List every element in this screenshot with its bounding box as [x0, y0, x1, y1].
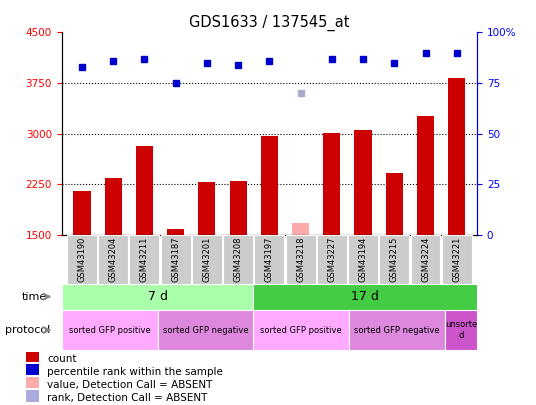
Bar: [73, 191, 91, 235]
Bar: [445, 310, 477, 350]
Bar: [26, 390, 40, 402]
Text: value, Detection Call = ABSENT: value, Detection Call = ABSENT: [47, 380, 213, 390]
Bar: [229, 181, 247, 235]
Bar: [379, 235, 410, 284]
Text: unsorte
d: unsorte d: [445, 320, 477, 340]
Bar: [129, 235, 159, 284]
Text: GSM43227: GSM43227: [327, 237, 336, 282]
Text: GSM43218: GSM43218: [296, 237, 305, 282]
Bar: [354, 130, 371, 235]
Bar: [167, 229, 184, 235]
Text: GSM43215: GSM43215: [390, 237, 399, 282]
Text: GSM43224: GSM43224: [421, 237, 430, 282]
Bar: [255, 235, 284, 284]
Bar: [26, 377, 40, 388]
Bar: [254, 284, 477, 310]
Text: GSM43221: GSM43221: [452, 237, 461, 282]
Bar: [448, 78, 465, 235]
Text: GSM43208: GSM43208: [234, 237, 243, 282]
Text: sorted GFP negative: sorted GFP negative: [354, 326, 440, 335]
Text: GSM43194: GSM43194: [359, 237, 368, 282]
Bar: [161, 235, 191, 284]
Bar: [198, 182, 215, 235]
Bar: [349, 310, 445, 350]
Bar: [136, 146, 153, 235]
Bar: [411, 235, 441, 284]
Text: time: time: [21, 292, 47, 302]
Text: count: count: [47, 354, 77, 364]
Bar: [105, 177, 122, 235]
Text: percentile rank within the sample: percentile rank within the sample: [47, 367, 223, 377]
Text: 17 d: 17 d: [351, 290, 379, 303]
Bar: [317, 235, 347, 284]
Bar: [323, 133, 340, 235]
Bar: [417, 116, 434, 235]
Bar: [286, 235, 316, 284]
Text: 7 d: 7 d: [147, 290, 168, 303]
Bar: [442, 235, 472, 284]
Text: GSM43190: GSM43190: [77, 237, 86, 282]
Bar: [223, 235, 253, 284]
Text: GSM43204: GSM43204: [109, 237, 118, 282]
Text: GSM43211: GSM43211: [140, 237, 149, 282]
Text: sorted GFP positive: sorted GFP positive: [260, 326, 342, 335]
Bar: [26, 364, 40, 375]
Bar: [254, 310, 349, 350]
Bar: [386, 173, 403, 235]
Text: sorted GFP positive: sorted GFP positive: [69, 326, 151, 335]
Bar: [348, 235, 378, 284]
Text: sorted GFP negative: sorted GFP negative: [162, 326, 248, 335]
Text: protocol: protocol: [5, 325, 50, 335]
Text: GSM43197: GSM43197: [265, 237, 274, 282]
Bar: [98, 235, 128, 284]
Text: rank, Detection Call = ABSENT: rank, Detection Call = ABSENT: [47, 393, 207, 403]
Bar: [26, 350, 40, 362]
Bar: [158, 310, 254, 350]
Bar: [62, 310, 158, 350]
Bar: [292, 224, 309, 235]
Bar: [67, 235, 97, 284]
Bar: [192, 235, 222, 284]
Bar: [260, 136, 278, 235]
Text: GSM43201: GSM43201: [203, 237, 211, 282]
Title: GDS1633 / 137545_at: GDS1633 / 137545_at: [189, 15, 349, 31]
Text: GSM43187: GSM43187: [171, 237, 180, 282]
Bar: [62, 284, 254, 310]
